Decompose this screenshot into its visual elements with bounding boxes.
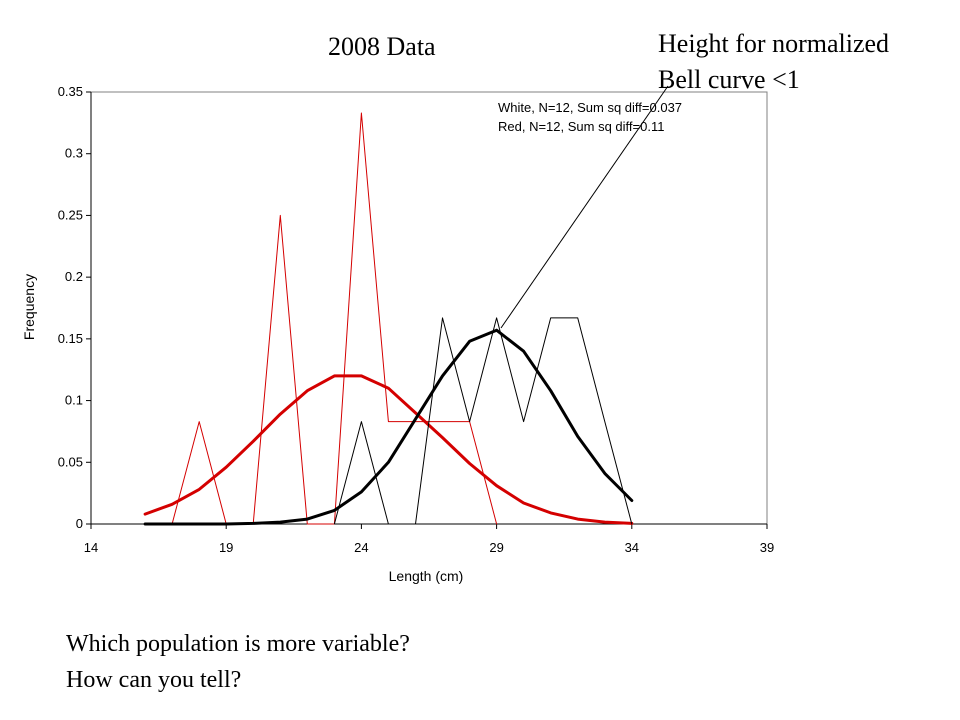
x-tick-label: 24 bbox=[354, 540, 368, 555]
white-normal-fit-line bbox=[143, 328, 634, 526]
plot-area-border bbox=[90, 91, 768, 525]
y-tick-label: 0.35 bbox=[58, 84, 83, 99]
question-block: Which population is more variable? How c… bbox=[66, 626, 410, 698]
y-tick-label: 0.2 bbox=[65, 269, 83, 284]
legend-entry-red: Red, N=12, Sum sq diff=0.11 bbox=[498, 119, 664, 134]
red-normal-fit-line bbox=[143, 374, 634, 525]
callout-pointer-line bbox=[500, 85, 669, 329]
y-tick-label: 0.1 bbox=[65, 393, 83, 408]
question-line-2: How can you tell? bbox=[66, 667, 242, 693]
callout-annotation: Height for normalized Bell curve <1 bbox=[658, 26, 889, 98]
legend-entry-white: White, N=12, Sum sq diff=0.037 bbox=[498, 100, 682, 115]
y-tick-label: 0.15 bbox=[58, 331, 83, 346]
slide-title: 2008 Data bbox=[328, 32, 436, 61]
x-tick-label: 29 bbox=[489, 540, 503, 555]
red-observed-line bbox=[171, 112, 498, 525]
series-layer bbox=[143, 112, 634, 526]
y-tick-label: 0.3 bbox=[65, 146, 83, 161]
x-tick-label: 34 bbox=[625, 540, 639, 555]
callout-line-1: Height for normalized bbox=[658, 29, 890, 58]
x-tick-label: 39 bbox=[760, 540, 774, 555]
y-tick-label: 0.25 bbox=[58, 207, 83, 222]
white-observed-line bbox=[333, 317, 633, 525]
x-tick-label: 19 bbox=[219, 540, 233, 555]
x-axis-label: Length (cm) bbox=[389, 568, 464, 584]
y-tick-label: 0.05 bbox=[58, 454, 83, 469]
x-tick-label: 14 bbox=[84, 540, 98, 555]
legend: White, N=12, Sum sq diff=0.037 Red, N=12… bbox=[498, 100, 682, 134]
x-axis-ticks: 14 19 24 29 34 39 bbox=[84, 524, 774, 555]
plot-frame bbox=[90, 91, 768, 525]
question-line-1: Which population is more variable? bbox=[66, 631, 410, 657]
y-tick-label: 0 bbox=[76, 516, 83, 531]
callout-line-2: Bell curve <1 bbox=[658, 65, 800, 94]
y-axis-ticks: 0 0.05 0.1 0.15 0.2 0.25 0.3 0.35 bbox=[58, 84, 91, 531]
y-axis-label: Frequency bbox=[21, 274, 37, 340]
